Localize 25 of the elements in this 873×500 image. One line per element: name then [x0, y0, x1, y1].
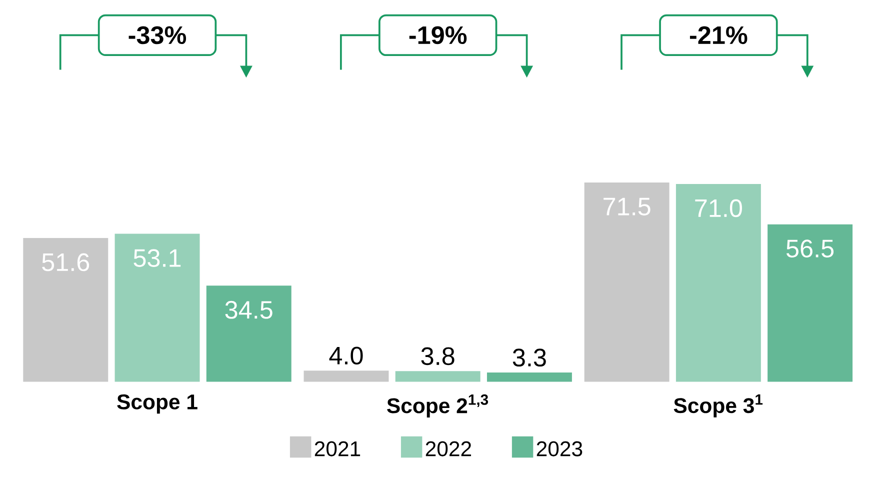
data-label: 53.1: [134, 249, 181, 268]
bar: [486, 372, 572, 382]
bar: [768, 224, 853, 382]
data-label: 34.5: [225, 300, 272, 319]
data-label: 3.3: [512, 348, 546, 367]
x-tick-label: Scope 3$^{1}$: [674, 394, 763, 418]
legend-label: 2021: [314, 441, 360, 456]
text: -21%: [690, 26, 748, 44]
legend-label: 2023: [536, 441, 582, 456]
text: -33%: [128, 26, 186, 44]
data-label: 4.0: [329, 346, 363, 365]
bar: [23, 238, 108, 382]
bar: [395, 371, 480, 382]
bar: [206, 286, 292, 382]
x-tick-label: Scope 1: [117, 394, 198, 414]
x-tick-label: Scope 2$^{1,3}$: [387, 394, 488, 418]
data-label: 3.8: [421, 347, 454, 366]
text: -19%: [409, 26, 467, 44]
bar: [584, 182, 670, 382]
bar: [114, 234, 200, 382]
bar: [676, 184, 761, 382]
legend-label: 2022: [426, 441, 472, 456]
bar: [304, 370, 389, 382]
data-label: 56.5: [786, 240, 834, 258]
data-label: 71.0: [695, 199, 742, 218]
